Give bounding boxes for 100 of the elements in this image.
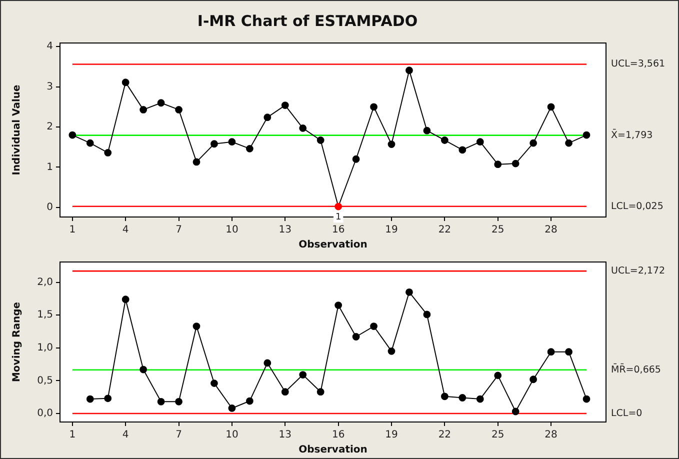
x-tick-label: 1 (69, 430, 76, 441)
ref-line-label: UCL=3,561 (611, 58, 666, 70)
point (68, 131, 76, 139)
point (246, 397, 254, 405)
point (370, 322, 378, 330)
x-tick-label: 13 (278, 430, 292, 441)
point (334, 302, 342, 309)
point (140, 366, 148, 374)
point (316, 388, 324, 396)
x-tick-label: 13 (278, 224, 292, 236)
point (352, 333, 360, 340)
ref-line-label: X̄=1,793 (611, 128, 653, 141)
ref-line-label: UCL=2,172 (611, 266, 666, 277)
point (476, 395, 484, 403)
point (140, 106, 148, 114)
point (547, 103, 555, 111)
point (494, 160, 502, 168)
point (210, 380, 218, 388)
y-tick-label: 1,0 (37, 342, 53, 354)
x-tick-label: 25 (491, 430, 504, 441)
point (175, 106, 182, 114)
point (228, 138, 236, 146)
point (264, 114, 272, 122)
point (122, 78, 130, 86)
x-tick-label: 4 (122, 224, 129, 236)
x-tick-label: 28 (544, 224, 558, 236)
ref-line-label: M̄R̄=0,665 (611, 362, 661, 376)
point (264, 359, 272, 367)
point (440, 392, 448, 400)
point (406, 288, 413, 296)
point (547, 348, 555, 356)
x-tick-label: 28 (544, 430, 558, 441)
x-tick-label: 7 (176, 430, 182, 441)
point (157, 99, 165, 107)
ref-line-label: LCL=0 (611, 408, 642, 419)
point (494, 372, 502, 380)
point (299, 371, 307, 378)
point (512, 408, 520, 416)
y-tick-label: 2 (46, 122, 53, 133)
point (352, 155, 360, 163)
y-tick-label: 0,5 (37, 375, 53, 386)
x-tick-label: 7 (176, 224, 182, 236)
point (281, 388, 289, 396)
point (370, 103, 378, 111)
y-tick-label: 0,0 (37, 408, 53, 420)
point (175, 398, 182, 406)
point (104, 149, 112, 156)
x-tick-label: 1 (69, 224, 76, 236)
point (210, 140, 218, 148)
x-tick-label: 16 (332, 430, 345, 441)
point (582, 131, 590, 139)
point (104, 394, 112, 402)
point (228, 404, 236, 412)
y-tick-label: 2,0 (37, 276, 53, 288)
x-tick-label: 19 (385, 430, 398, 441)
x-axis-title: Observation (298, 240, 368, 251)
annotation: 1 (335, 212, 342, 222)
point (281, 102, 289, 109)
point (122, 296, 130, 304)
ref-line-label: LCL=0,025 (611, 200, 664, 212)
x-tick-label: 19 (385, 224, 398, 236)
point (316, 136, 324, 144)
x-tick-label: 4 (122, 430, 129, 441)
y-tick-label: 3 (46, 81, 53, 92)
x-tick-label: 22 (438, 430, 452, 441)
point (512, 160, 520, 168)
point (157, 398, 165, 406)
point (458, 394, 466, 402)
point (458, 146, 466, 154)
point (476, 138, 484, 146)
point (406, 66, 413, 74)
x-tick-label: 10 (226, 224, 238, 236)
point (192, 322, 200, 330)
point (423, 126, 431, 134)
point (388, 140, 396, 148)
point (530, 139, 538, 147)
x-axis-title: Observation (298, 444, 368, 456)
y-axis-title: Individual Value (12, 84, 23, 176)
y-tick-label: 0 (46, 202, 53, 213)
point (192, 158, 200, 166)
y-tick-label: 1,5 (37, 310, 53, 321)
point (530, 376, 538, 384)
x-tick-label: 16 (332, 224, 345, 236)
y-axis-title: Moving Range (12, 302, 23, 382)
point (565, 348, 572, 356)
point (334, 202, 342, 210)
point (440, 136, 448, 144)
point (423, 310, 431, 318)
y-tick-label: 4 (46, 41, 53, 52)
x-tick-label: 10 (226, 430, 238, 441)
point (582, 395, 590, 403)
point (388, 347, 396, 355)
point (86, 139, 94, 147)
chart-title: I-MR Chart of ESTAMPADO (197, 12, 418, 30)
point (565, 139, 572, 147)
y-tick-label: 1 (46, 162, 53, 173)
point (246, 144, 254, 152)
x-tick-label: 22 (438, 224, 452, 236)
x-tick-label: 25 (491, 224, 504, 236)
point (299, 124, 307, 132)
